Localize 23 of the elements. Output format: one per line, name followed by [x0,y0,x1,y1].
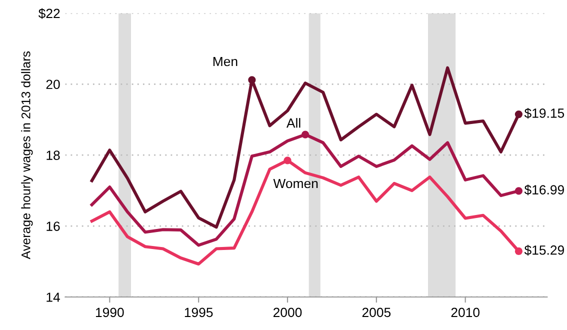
point [514,110,523,118]
point [248,76,256,84]
point [301,130,310,138]
x-tick-label: 1995 [184,308,213,318]
series-label: Women [273,178,318,188]
y-tick-label: 14 [46,292,60,302]
x-tick-label: 2005 [362,308,391,318]
point [284,156,292,164]
y-tick-label: 16 [46,222,60,231]
y-axis-title: Average hourly wages in 2013 dollars [21,51,33,260]
data-label: $15.29 [524,244,564,256]
point [514,247,523,256]
y-tick-label: 18 [46,150,60,160]
x-tick-label: 2000 [273,308,302,318]
data-label: $16.99 [524,184,564,196]
series-label: All [286,118,300,128]
point [514,187,523,195]
x-tick-label: 2010 [451,308,480,318]
series-label: Men [213,56,238,66]
x-tick-label: 1990 [96,308,124,318]
data-label: $19.15 [524,108,564,119]
y-tick-label: $22 [38,8,60,19]
y-tick-label: 20 [46,80,60,90]
